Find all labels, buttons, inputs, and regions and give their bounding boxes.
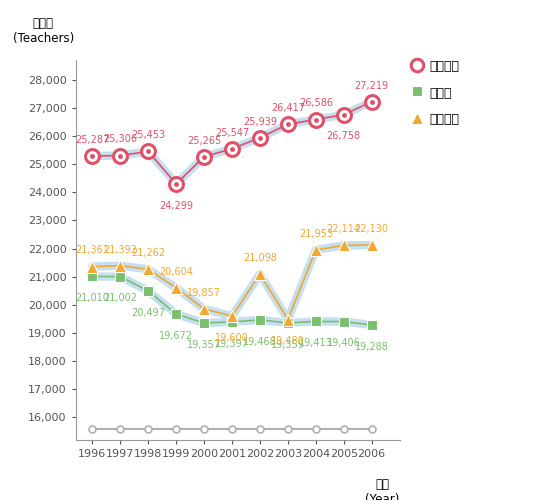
Text: 21,262: 21,262 xyxy=(131,248,165,258)
Text: 25,939: 25,939 xyxy=(243,116,277,126)
Text: 27,219: 27,219 xyxy=(355,80,389,90)
Text: 19,357: 19,357 xyxy=(187,340,221,349)
Text: 21,392: 21,392 xyxy=(103,244,137,254)
Text: 26,758: 26,758 xyxy=(327,132,361,141)
Text: 20,604: 20,604 xyxy=(159,267,193,277)
Text: 연도
(Year): 연도 (Year) xyxy=(365,478,400,500)
Text: 25,306: 25,306 xyxy=(103,134,137,144)
Text: 25,547: 25,547 xyxy=(215,128,249,138)
Text: 19,288: 19,288 xyxy=(355,342,389,351)
Text: 21,010: 21,010 xyxy=(76,293,109,303)
Text: 25,287: 25,287 xyxy=(75,135,110,145)
Text: 21,953: 21,953 xyxy=(299,229,333,239)
Text: 19,406: 19,406 xyxy=(327,338,361,348)
Text: 21,098: 21,098 xyxy=(243,253,277,263)
Text: 26,417: 26,417 xyxy=(271,103,305,113)
Text: 21,002: 21,002 xyxy=(103,294,137,304)
Text: 24,299: 24,299 xyxy=(159,200,193,210)
Text: 19,413: 19,413 xyxy=(299,338,333,348)
Text: 25,265: 25,265 xyxy=(187,136,221,145)
Text: 26,586: 26,586 xyxy=(299,98,333,108)
Text: 21,361: 21,361 xyxy=(76,246,109,256)
Text: 19,359: 19,359 xyxy=(271,340,305,349)
Text: 22,130: 22,130 xyxy=(355,224,389,234)
Text: 교원수
(Teachers): 교원수 (Teachers) xyxy=(12,17,74,45)
Text: 25,453: 25,453 xyxy=(131,130,165,140)
Text: 19,397: 19,397 xyxy=(215,338,249,348)
Legend: 초등학교, 중학교, 고등학교: 초등학교, 중학교, 고등학교 xyxy=(413,58,460,127)
Text: 19,468: 19,468 xyxy=(243,336,277,346)
Text: 22,114: 22,114 xyxy=(327,224,361,234)
Text: 20,497: 20,497 xyxy=(131,308,165,318)
Text: 19,672: 19,672 xyxy=(159,331,193,341)
Text: 19,480: 19,480 xyxy=(271,336,305,346)
Text: 19,600: 19,600 xyxy=(215,333,249,343)
Text: 19,857: 19,857 xyxy=(187,288,221,298)
